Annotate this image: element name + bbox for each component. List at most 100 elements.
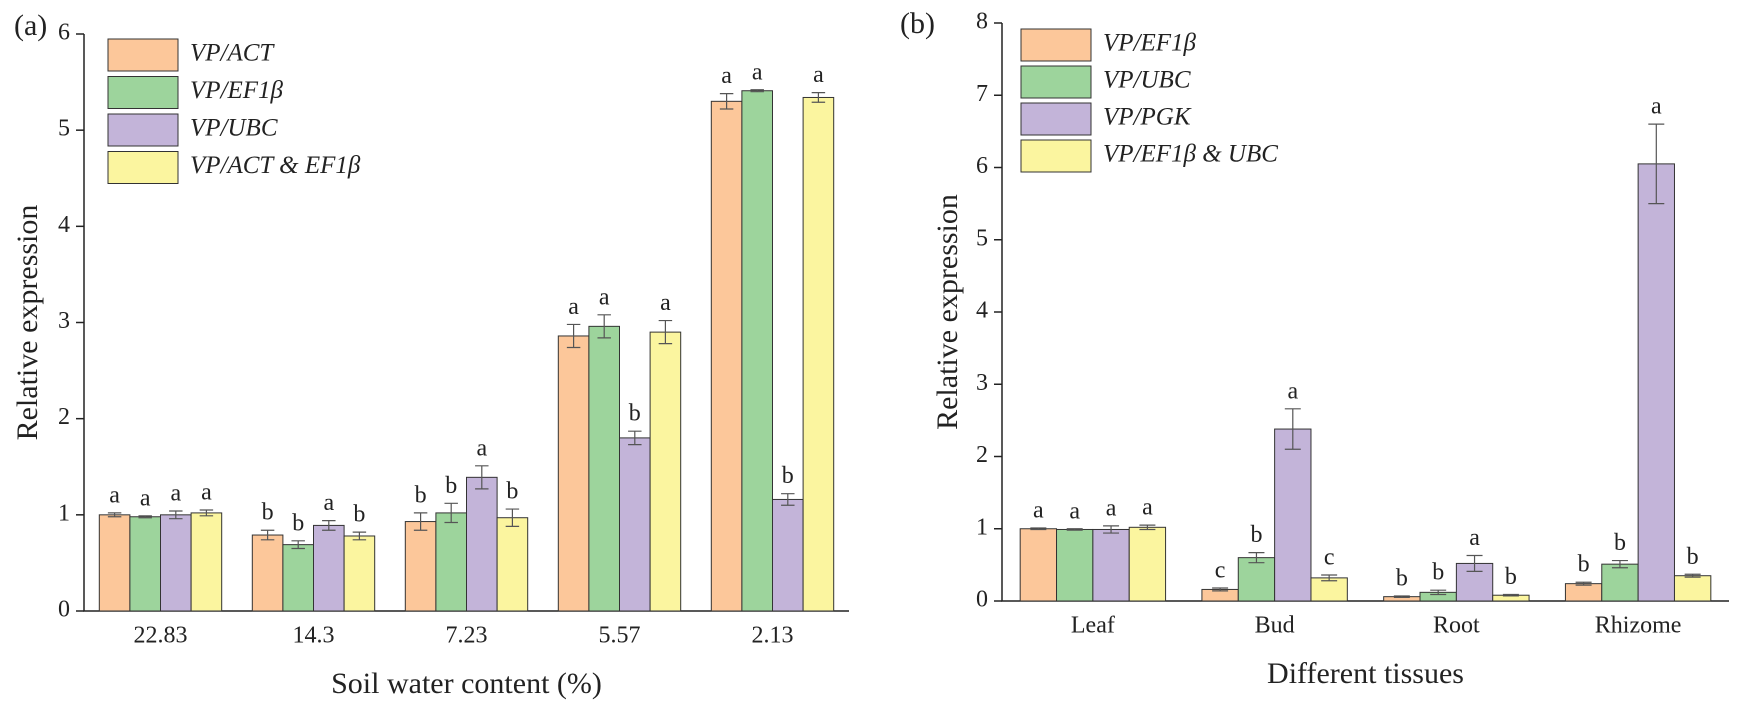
x-axis-title: Different tissues — [1267, 657, 1464, 690]
significance-letter: a — [1069, 498, 1080, 524]
bar — [251, 534, 284, 612]
bar — [190, 512, 223, 612]
error-bar — [1430, 589, 1447, 596]
bar — [1237, 557, 1276, 602]
bar — [496, 517, 529, 612]
error-bar — [1212, 587, 1229, 592]
bar — [1092, 528, 1130, 602]
bar — [772, 498, 804, 612]
bar — [129, 516, 161, 612]
error-bar — [505, 508, 520, 527]
significance-letter: a — [752, 59, 763, 85]
error-bar — [628, 430, 642, 446]
y-tick-label: 5 — [58, 116, 70, 142]
x-tick-label: 14.3 — [293, 623, 335, 649]
y-tick-label: 5 — [976, 225, 988, 251]
x-tick-label: 2.13 — [752, 623, 794, 649]
significance-letter: b — [506, 479, 518, 505]
significance-letter: a — [1651, 94, 1662, 120]
bar — [1673, 575, 1712, 602]
legend-swatch — [107, 76, 179, 109]
legend-label: VP/ACT — [190, 40, 275, 67]
legend-swatch — [107, 38, 179, 72]
significance-letter: a — [1469, 525, 1480, 551]
bar — [1128, 526, 1167, 602]
bar — [282, 544, 314, 612]
x-tick-label: Root — [1433, 613, 1480, 639]
y-tick-label: 6 — [976, 153, 988, 179]
significance-letter: c — [1215, 557, 1226, 583]
significance-letter: a — [599, 284, 610, 310]
bar — [1637, 163, 1675, 602]
significance-letter: b — [1505, 564, 1517, 590]
legend-label: VP/EF1β & UBC — [1103, 141, 1278, 168]
significance-letter: b — [1687, 544, 1699, 570]
significance-letter: b — [629, 401, 641, 427]
bar — [343, 535, 376, 612]
x-tick-label: Leaf — [1071, 613, 1115, 639]
significance-letter: b — [1432, 560, 1444, 586]
y-tick-label: 6 — [58, 20, 70, 46]
significance-letter: b — [353, 502, 365, 528]
error-bar — [1648, 123, 1665, 205]
error-bar — [1139, 524, 1156, 531]
bar — [557, 335, 590, 612]
error-bar — [1030, 527, 1047, 531]
error-bar — [352, 531, 367, 541]
error-bar — [1321, 574, 1338, 582]
significance-letter: a — [1287, 378, 1298, 404]
y-tick-label: 3 — [58, 308, 70, 334]
significance-letter: b — [1250, 522, 1262, 548]
significance-letter: a — [568, 294, 579, 320]
bar — [466, 476, 498, 612]
y-tick-label: 8 — [976, 9, 988, 35]
legend-label: VP/UBC — [190, 115, 278, 142]
error-bar — [1684, 573, 1701, 578]
legend-swatch — [1020, 65, 1092, 99]
bar — [710, 100, 743, 612]
legend-label: VP/ACT & EF1β — [190, 152, 361, 179]
error-bar — [260, 529, 275, 541]
x-tick-label: Rhizome — [1595, 613, 1682, 639]
bar — [1564, 583, 1603, 602]
error-bar — [1466, 554, 1483, 572]
significance-letter: a — [721, 63, 732, 89]
error-bar — [413, 512, 428, 531]
error-bar — [811, 92, 826, 103]
error-bar — [1103, 525, 1120, 534]
bar — [1601, 563, 1639, 602]
bar — [1274, 428, 1312, 602]
significance-letter: b — [1614, 530, 1626, 556]
significance-letter: c — [1324, 544, 1335, 570]
x-tick-label: 5.57 — [599, 623, 641, 649]
significance-letter: b — [445, 473, 457, 499]
x-axis-title: Soil water content (%) — [331, 667, 602, 700]
significance-letter: b — [782, 463, 794, 489]
y-tick-label: 1 — [58, 500, 70, 526]
error-bar — [597, 314, 611, 339]
y-axis-title: Relative expression — [11, 205, 44, 441]
y-tick-label: 7 — [976, 81, 988, 107]
error-bar — [169, 510, 183, 520]
error-bar — [1575, 581, 1592, 586]
legend-label: VP/EF1β — [1103, 30, 1197, 57]
panel-label: (b) — [900, 7, 935, 40]
significance-letter: b — [292, 510, 304, 536]
legend-label: VP/PGK — [1103, 104, 1192, 131]
bar — [313, 524, 345, 612]
error-bar — [1611, 559, 1628, 569]
y-tick-label: 4 — [58, 212, 70, 238]
significance-letter: b — [1578, 552, 1590, 578]
bar — [435, 512, 467, 612]
significance-letter: a — [140, 485, 151, 511]
significance-letter: a — [1033, 498, 1044, 524]
bar — [741, 90, 774, 612]
significance-letter: a — [170, 480, 181, 506]
significance-letter: a — [323, 490, 334, 516]
error-bar — [107, 512, 122, 518]
significance-letter: a — [476, 435, 487, 461]
error-bar — [1502, 593, 1519, 597]
panel-label: (a) — [14, 9, 47, 42]
y-tick-label: 0 — [58, 597, 70, 623]
